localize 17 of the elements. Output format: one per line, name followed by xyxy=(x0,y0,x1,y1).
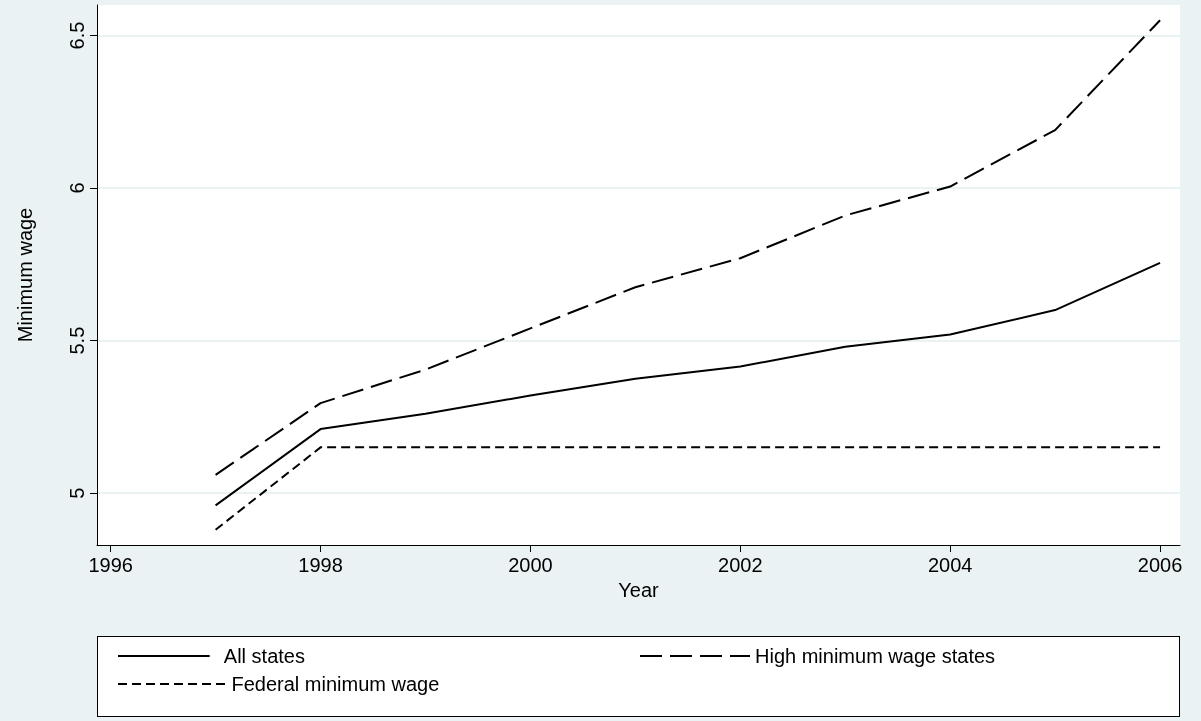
legend-label: Federal minimum wage xyxy=(231,673,440,695)
x-tick-label: 1996 xyxy=(88,554,133,576)
y-tick-label: 6 xyxy=(66,182,88,194)
x-axis-title: Year xyxy=(618,578,660,601)
legend-label: High minimum wage states xyxy=(755,645,996,667)
y-axis-title: Minimum wage xyxy=(14,207,36,343)
y-tick-label: 6.5 xyxy=(66,21,88,50)
y-tick-label: 5 xyxy=(66,487,88,499)
line-series xyxy=(214,261,1162,507)
x-tick-label: 2000 xyxy=(508,554,553,576)
line-series xyxy=(214,19,1162,476)
x-tick-label: 2002 xyxy=(718,554,763,576)
x-tick-label: 1998 xyxy=(298,554,343,576)
legend-label: All states xyxy=(223,645,305,667)
x-tick-label: 2004 xyxy=(927,554,973,576)
y-tick-label: 5.5 xyxy=(66,326,88,355)
x-tick-label: 2006 xyxy=(1137,554,1183,576)
